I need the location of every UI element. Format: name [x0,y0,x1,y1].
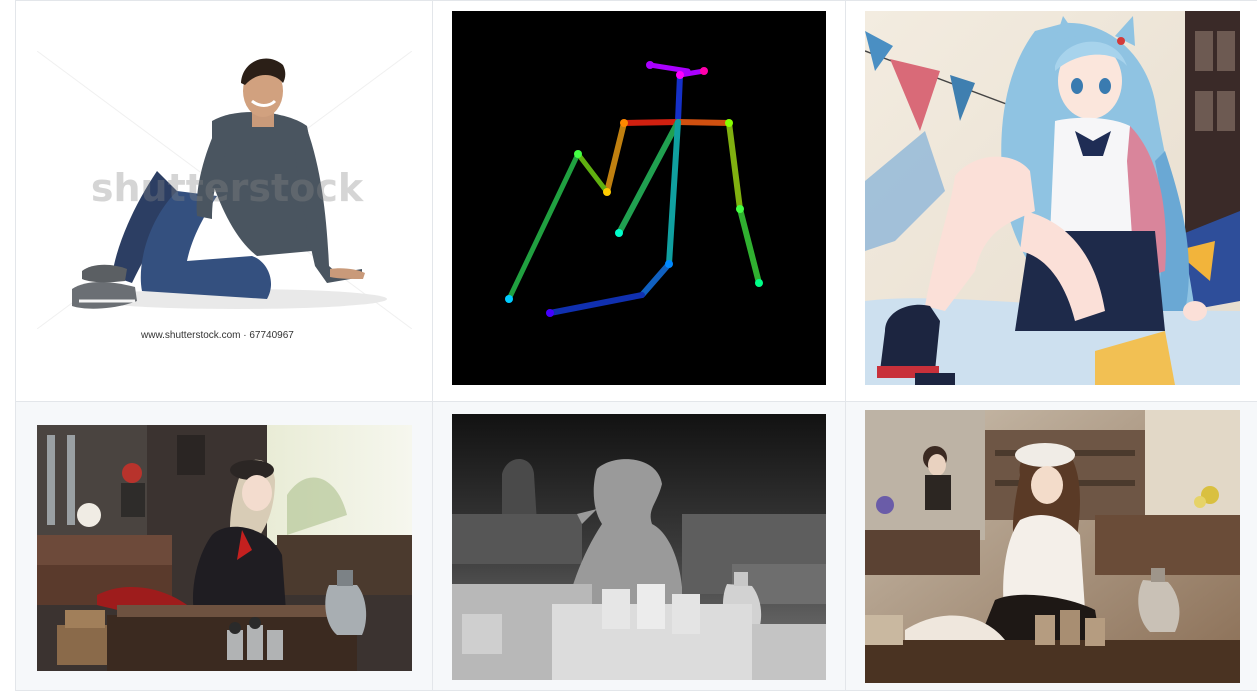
depth-map-image [452,414,826,680]
man-sitting-photo: shutterstock [37,51,412,329]
photo-caption: www.shutterstock.com · 67740967 [141,330,294,341]
cafe-scene-image [37,425,412,671]
gallery-cell-depth-map[interactable] [433,402,846,691]
gallery-cell-pose[interactable] [433,0,846,402]
gallery-cell-cafe-scene[interactable] [15,402,433,691]
pose-skeleton-image [452,11,826,385]
shutterstock-watermark: shutterstock [91,166,364,210]
gallery-cell-photo[interactable]: shutterstock www.shutterstock.com · 6774… [15,0,433,402]
gallery-cell-cafe-generated[interactable] [846,402,1257,691]
anime-girl-image [865,11,1240,385]
cafe-anime-generated-image [865,410,1240,683]
gallery-cell-anime-girl[interactable] [846,0,1257,402]
